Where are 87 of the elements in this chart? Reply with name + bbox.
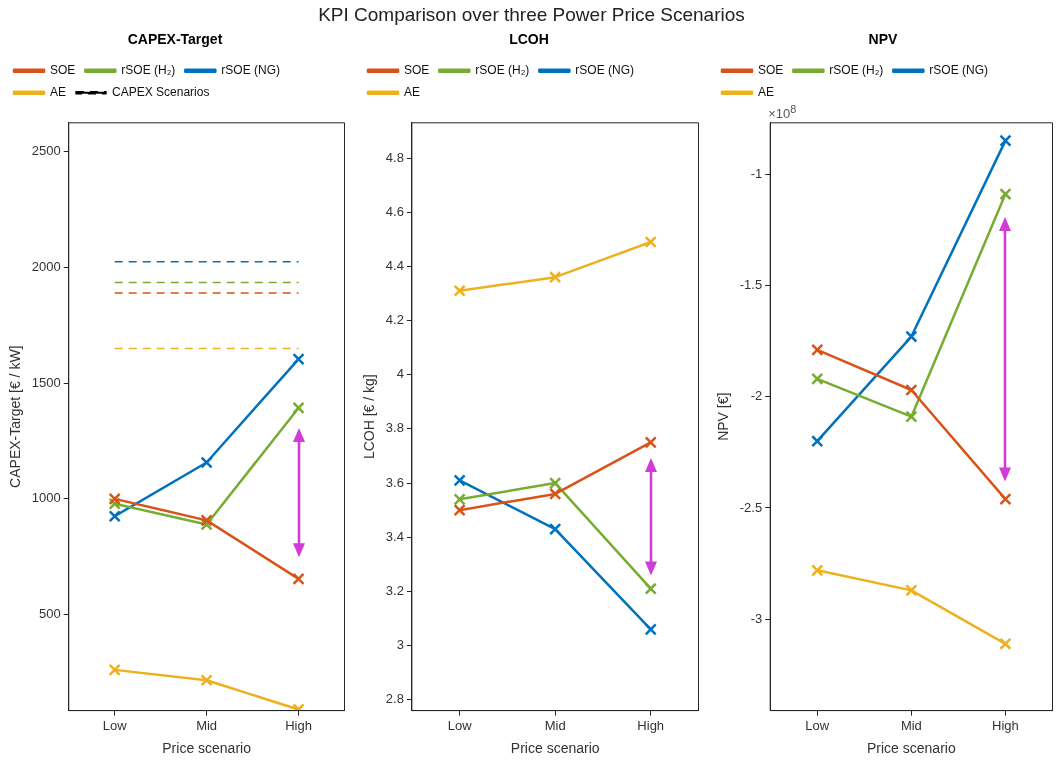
y-tick-label: 4.2 <box>385 312 404 328</box>
legend-label: rSOE (H₂) <box>829 63 884 78</box>
legend-label: AE <box>404 85 421 100</box>
x-tick-label: Mid <box>196 717 218 733</box>
y-tick-label: 1500 <box>31 374 61 390</box>
point <box>292 401 305 415</box>
point <box>108 492 121 506</box>
legend-label: rSOE (NG) <box>575 63 634 78</box>
text: ×10$^{8}$ <box>768 102 797 122</box>
point <box>108 663 121 677</box>
x-tick-label: Mid <box>900 717 922 733</box>
y-tick-label: 3.6 <box>385 474 404 490</box>
y-tick-label: 3.4 <box>385 528 404 544</box>
point <box>811 434 824 448</box>
point <box>548 487 562 501</box>
point <box>644 436 657 449</box>
y-tick-label: 500 <box>39 606 61 622</box>
point <box>905 383 918 397</box>
point <box>811 564 824 577</box>
point <box>905 410 918 423</box>
point <box>644 623 657 636</box>
y-tick-label: 2.8 <box>385 691 404 707</box>
point <box>453 503 466 517</box>
y-tick-label: -2.5 <box>739 499 763 515</box>
x-axis-title: Price scenario <box>162 740 252 757</box>
y-tick-label: 2500 <box>31 143 61 159</box>
y-axis-title: LCOH [€ / kg] <box>361 374 378 460</box>
x-axis-title: Price scenario <box>867 740 956 757</box>
point <box>644 235 657 249</box>
y-tick-label: 3 <box>396 637 404 653</box>
point <box>453 493 466 506</box>
point <box>999 187 1012 201</box>
point <box>811 372 824 386</box>
chart-title: LCOH <box>509 31 549 48</box>
point <box>453 474 466 487</box>
text: KPI Comparison over three Power Price Scenarios <box>317 4 746 26</box>
y-tick-label: -1.5 <box>739 276 763 292</box>
point <box>999 134 1012 147</box>
y-tick-label: 3.8 <box>385 420 404 436</box>
legend-label: SOE <box>404 63 430 78</box>
legend-label: SOE <box>758 63 784 78</box>
point <box>548 271 562 284</box>
point <box>548 476 562 490</box>
y-tick-label: 3.2 <box>385 582 404 598</box>
legend-label: SOE <box>50 63 76 78</box>
x-tick-label: Low <box>805 717 830 733</box>
point <box>200 514 213 527</box>
y-axis-title: NPV [€] <box>715 392 732 441</box>
point <box>292 572 305 586</box>
legend-label: CAPEX Scenarios <box>112 85 210 100</box>
y-tick-label: 2000 <box>31 259 61 275</box>
point <box>905 330 918 343</box>
point <box>108 510 121 523</box>
point <box>999 492 1012 506</box>
legend-label: rSOE (H₂) <box>121 63 176 78</box>
point <box>548 522 562 536</box>
x-tick-label: High <box>992 717 1019 733</box>
point <box>644 582 657 595</box>
point <box>200 456 213 469</box>
point <box>453 284 466 297</box>
point <box>811 343 824 357</box>
x-tick-label: High <box>285 717 312 733</box>
point <box>999 637 1012 650</box>
y-tick-label: 4.4 <box>385 257 404 273</box>
y-axis-title: CAPEX-Target [€ / kW] <box>7 345 24 488</box>
x-axis-title: Price scenario <box>510 740 600 757</box>
point <box>292 352 305 366</box>
chart-title: NPV <box>868 31 899 48</box>
x-tick-label: High <box>637 717 665 733</box>
legend-label: rSOE (NG) <box>221 63 280 78</box>
y-tick-label: 4.8 <box>385 149 404 165</box>
x-tick-label: Low <box>447 717 473 733</box>
y-tick-label: 4 <box>396 366 404 382</box>
chart-title: CAPEX-Target <box>127 31 223 48</box>
y-tick-label: 1000 <box>31 490 61 506</box>
point <box>200 674 213 687</box>
y-tick-label: 4.6 <box>385 203 404 219</box>
legend-label: AE <box>50 85 67 100</box>
y-tick-label: -3 <box>750 610 763 626</box>
x-tick-label: Mid <box>544 717 566 733</box>
y-tick-label: -1 <box>750 165 763 181</box>
x-tick-label: Low <box>102 717 128 733</box>
legend-label: rSOE (NG) <box>929 63 988 78</box>
point <box>905 584 918 597</box>
y-tick-label: -2 <box>750 388 763 404</box>
legend-label: AE <box>758 85 775 100</box>
legend-label: rSOE (H₂) <box>475 63 530 78</box>
